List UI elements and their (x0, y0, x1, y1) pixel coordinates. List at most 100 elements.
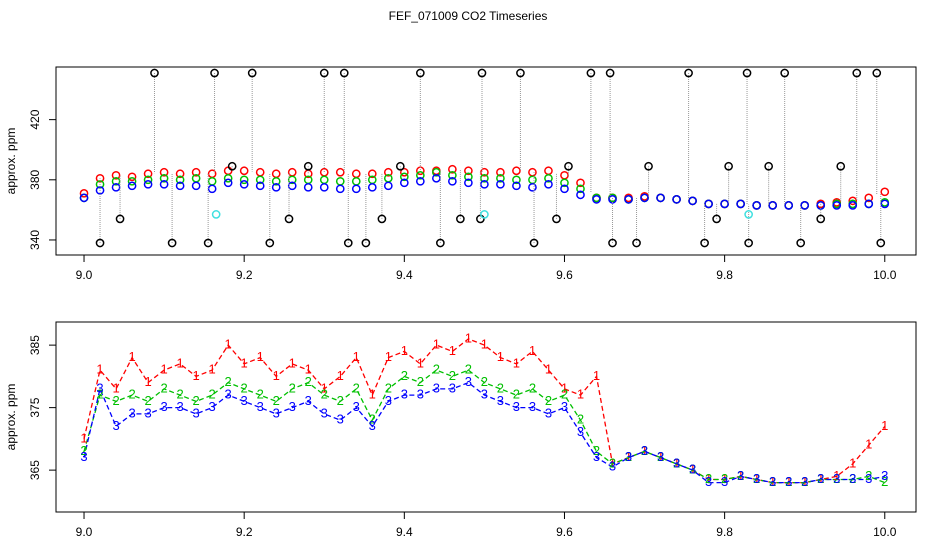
point-marker: 2 (865, 468, 872, 483)
point (764, 161, 774, 171)
point-marker: 3 (353, 399, 360, 414)
point-marker: 3 (449, 380, 456, 395)
point-marker: 2 (705, 471, 712, 486)
point-marker: 1 (257, 349, 264, 364)
point (287, 175, 297, 185)
point-marker: 2 (833, 471, 840, 486)
point (159, 167, 169, 177)
point-marker: 1 (337, 368, 344, 383)
point-marker: 1 (689, 462, 696, 477)
point (223, 173, 233, 183)
point (143, 179, 153, 189)
series-line (83, 338, 886, 484)
point-marker: 2 (481, 374, 488, 389)
point (864, 193, 874, 203)
point (880, 187, 890, 197)
point-marker: 1 (577, 387, 584, 402)
point (496, 173, 505, 183)
point-marker: 1 (545, 362, 552, 377)
point-marker: 2 (593, 443, 600, 458)
point (415, 68, 425, 78)
point-marker: 2 (785, 474, 792, 489)
point (271, 182, 281, 192)
point-marker: 1 (449, 343, 456, 358)
point (800, 201, 810, 210)
point (528, 167, 537, 177)
point-marker: 1 (385, 349, 392, 364)
point (496, 167, 505, 177)
point-marker: 3 (305, 393, 312, 408)
series-line (83, 369, 886, 484)
point (544, 179, 553, 189)
figure-title: FEF_071009 CO2 Timeseries (389, 9, 548, 23)
point-marker: 1 (593, 368, 600, 383)
point (210, 68, 219, 78)
point-marker: 3 (577, 424, 584, 439)
point-marker: 1 (769, 474, 776, 489)
plot-box (55, 66, 917, 256)
x-tick-label: 9.4 (396, 268, 413, 282)
point-marker: 3 (176, 399, 183, 414)
point (211, 210, 221, 219)
point (848, 201, 858, 210)
point (464, 178, 473, 188)
x-tick-label: 9.6 (556, 268, 573, 282)
point (383, 167, 393, 177)
point-marker: 3 (225, 387, 232, 402)
point (115, 214, 125, 224)
point (111, 170, 121, 180)
point-marker: 3 (321, 405, 328, 420)
point-marker: 3 (657, 449, 664, 464)
point (512, 175, 521, 185)
point-marker: 1 (433, 337, 440, 352)
point-marker: 1 (369, 387, 376, 402)
plot-box (55, 321, 917, 513)
point (207, 184, 217, 194)
point-marker: 3 (561, 399, 568, 414)
point-marker: 3 (529, 399, 536, 414)
point-marker: 1 (273, 368, 280, 383)
point-marker: 1 (865, 437, 872, 452)
point-marker: 3 (144, 405, 151, 420)
point (848, 196, 858, 206)
point (361, 238, 371, 248)
series-line (83, 381, 885, 484)
point-marker: 3 (80, 449, 87, 464)
point (576, 178, 585, 188)
point (512, 166, 521, 176)
point-marker: 1 (817, 471, 824, 486)
point-marker: 3 (737, 468, 744, 483)
point-marker: 3 (193, 405, 200, 420)
point-marker: 3 (160, 399, 167, 414)
point (303, 182, 313, 192)
point (227, 161, 237, 171)
point (399, 172, 409, 182)
point (203, 238, 213, 248)
point-marker: 2 (529, 380, 536, 395)
point-marker: 2 (417, 374, 424, 389)
point-marker: 1 (401, 343, 408, 358)
point (784, 201, 794, 210)
point-marker: 1 (705, 471, 712, 486)
point-marker: 2 (160, 380, 167, 395)
point-marker: 2 (176, 387, 183, 402)
point (529, 238, 539, 248)
point (159, 173, 169, 183)
point (271, 169, 281, 179)
point (564, 161, 573, 171)
point (700, 238, 709, 248)
point-marker: 1 (801, 474, 808, 489)
point (395, 161, 405, 171)
point (836, 161, 846, 171)
point (544, 166, 553, 176)
point (255, 175, 265, 185)
point (255, 181, 265, 191)
point (150, 68, 159, 78)
point (632, 238, 641, 248)
point-marker: 2 (657, 449, 664, 464)
point (742, 68, 752, 78)
x-tick-label: 9.4 (396, 525, 413, 539)
point-marker: 2 (193, 393, 200, 408)
point (528, 175, 537, 185)
point-marker: 3 (417, 387, 424, 402)
